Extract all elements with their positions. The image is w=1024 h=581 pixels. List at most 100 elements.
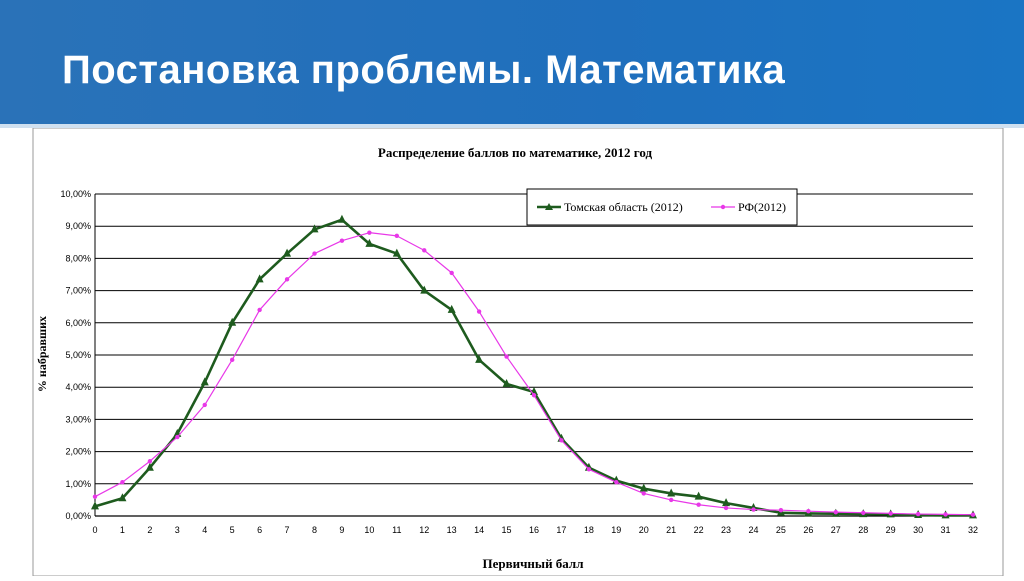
data-point-tomsk <box>91 501 99 510</box>
data-point-rf <box>284 277 290 282</box>
x-tick-label: 25 <box>776 525 786 535</box>
data-point-tomsk <box>228 317 237 326</box>
x-tick-label: 29 <box>886 525 896 535</box>
data-point-tomsk <box>639 483 648 492</box>
data-point-tomsk <box>255 274 264 283</box>
data-point-tomsk <box>475 354 484 363</box>
data-point-rf <box>833 509 839 515</box>
x-tick-label: 24 <box>748 525 758 535</box>
x-tick-label: 8 <box>312 525 317 535</box>
x-tick-label: 20 <box>639 525 649 535</box>
x-tick-label: 28 <box>858 525 868 535</box>
y-axis-label: % набравших <box>35 316 49 392</box>
data-point-tomsk <box>337 214 346 223</box>
data-point-rf <box>257 307 262 313</box>
data-point-rf <box>367 230 372 235</box>
data-point-rf <box>751 507 756 512</box>
series-layer <box>91 214 977 519</box>
x-tick-label: 2 <box>147 525 152 535</box>
x-tick-label: 23 <box>721 525 731 535</box>
x-tick-label: 4 <box>202 525 207 535</box>
x-axis-label: Первичный балл <box>482 556 583 571</box>
y-tick-label: 10,00% <box>60 189 91 199</box>
data-point-tomsk <box>200 377 209 386</box>
data-point-rf <box>229 357 235 363</box>
data-point-tomsk <box>420 285 429 294</box>
y-tick-label: 0,00% <box>65 511 91 521</box>
data-point-rf <box>943 512 948 517</box>
x-tick-label: 11 <box>392 525 401 535</box>
legend-label-tomsk: Томская область (2012) <box>564 200 683 214</box>
data-point-rf <box>120 479 125 485</box>
data-point-rf <box>586 467 592 472</box>
data-point-rf <box>175 434 180 440</box>
x-tick-label: 6 <box>257 525 262 535</box>
data-point-rf <box>641 491 646 496</box>
y-tick-label: 8,00% <box>65 253 91 263</box>
chart-frame <box>32 127 1004 577</box>
x-tick-label: 9 <box>339 525 344 535</box>
y-tick-label: 7,00% <box>65 286 91 296</box>
data-point-rf <box>861 510 866 515</box>
data-point-rf <box>147 459 153 464</box>
slide-header <box>0 0 1024 124</box>
data-point-tomsk <box>365 238 374 247</box>
x-tick-label: 5 <box>230 525 235 535</box>
legend-marker-tomsk <box>545 203 553 210</box>
y-tick-label: 2,00% <box>65 447 91 457</box>
x-tick-label: 18 <box>584 525 594 535</box>
x-tick-label: 26 <box>803 525 813 535</box>
x-tick-label: 27 <box>831 525 841 535</box>
x-tick-label: 13 <box>447 525 457 535</box>
y-tick-label: 3,00% <box>65 414 91 424</box>
data-point-tomsk <box>392 248 401 257</box>
data-point-rf <box>422 248 427 253</box>
data-point-tomsk <box>310 224 319 233</box>
x-tick-label: 14 <box>474 525 484 535</box>
chart-area: Распределение баллов по математике, 2012… <box>0 127 1024 577</box>
data-point-rf <box>915 511 921 517</box>
x-tick-label: 31 <box>941 525 951 535</box>
data-point-tomsk <box>722 498 731 507</box>
y-tick-label: 1,00% <box>65 479 91 489</box>
data-point-rf <box>806 508 811 514</box>
data-point-tomsk <box>118 493 127 502</box>
data-point-rf <box>614 479 619 485</box>
data-point-rf <box>668 497 674 503</box>
y-tick-labels: 0,00% 1,00% 2,00% 3,00% 4,00% 5,00% 6,00% 7,00%… <box>60 189 91 521</box>
x-tick-label: 21 <box>666 525 676 535</box>
data-point-rf <box>696 502 701 507</box>
data-point-rf <box>339 238 345 243</box>
x-tick-label: 0 <box>92 525 97 535</box>
data-point-tomsk <box>145 462 154 471</box>
data-point-rf <box>970 512 976 517</box>
legend-label-rf: РФ(2012) <box>738 200 786 214</box>
data-point-rf <box>559 438 564 443</box>
data-point-rf <box>312 251 317 256</box>
x-tick-label: 10 <box>364 525 374 535</box>
data-point-rf <box>531 393 537 398</box>
x-tick-label: 32 <box>968 525 978 535</box>
y-tick-label: 9,00% <box>65 221 91 231</box>
x-tick-label: 7 <box>285 525 290 535</box>
chart-title: Распределение баллов по математике, 2012… <box>378 145 653 160</box>
line-chart: Распределение баллов по математике, 2012… <box>32 127 1004 577</box>
x-tick-label: 12 <box>419 525 429 535</box>
data-point-rf <box>449 270 454 276</box>
x-tick-label: 16 <box>529 525 539 535</box>
data-point-rf <box>778 508 784 513</box>
data-point-rf <box>202 402 207 408</box>
data-point-tomsk <box>694 491 703 500</box>
x-tick-label: 30 <box>913 525 923 535</box>
x-tick-label: 1 <box>120 525 125 535</box>
data-point-tomsk <box>502 378 511 387</box>
legend-box <box>526 188 798 226</box>
x-tick-label: 19 <box>611 525 621 535</box>
data-point-rf <box>394 233 400 239</box>
x-tick-label: 22 <box>694 525 704 535</box>
y-tick-label: 5,00% <box>65 350 91 360</box>
x-tick-labels: 0 1 2 3 4 5 6 7 8 9 10 11 12 13 14 15 16 17 18 19 20 21 22 23 24… <box>92 525 978 535</box>
legend-marker-rf <box>720 204 726 210</box>
header-divider <box>0 124 1024 128</box>
data-point-tomsk <box>447 304 456 313</box>
